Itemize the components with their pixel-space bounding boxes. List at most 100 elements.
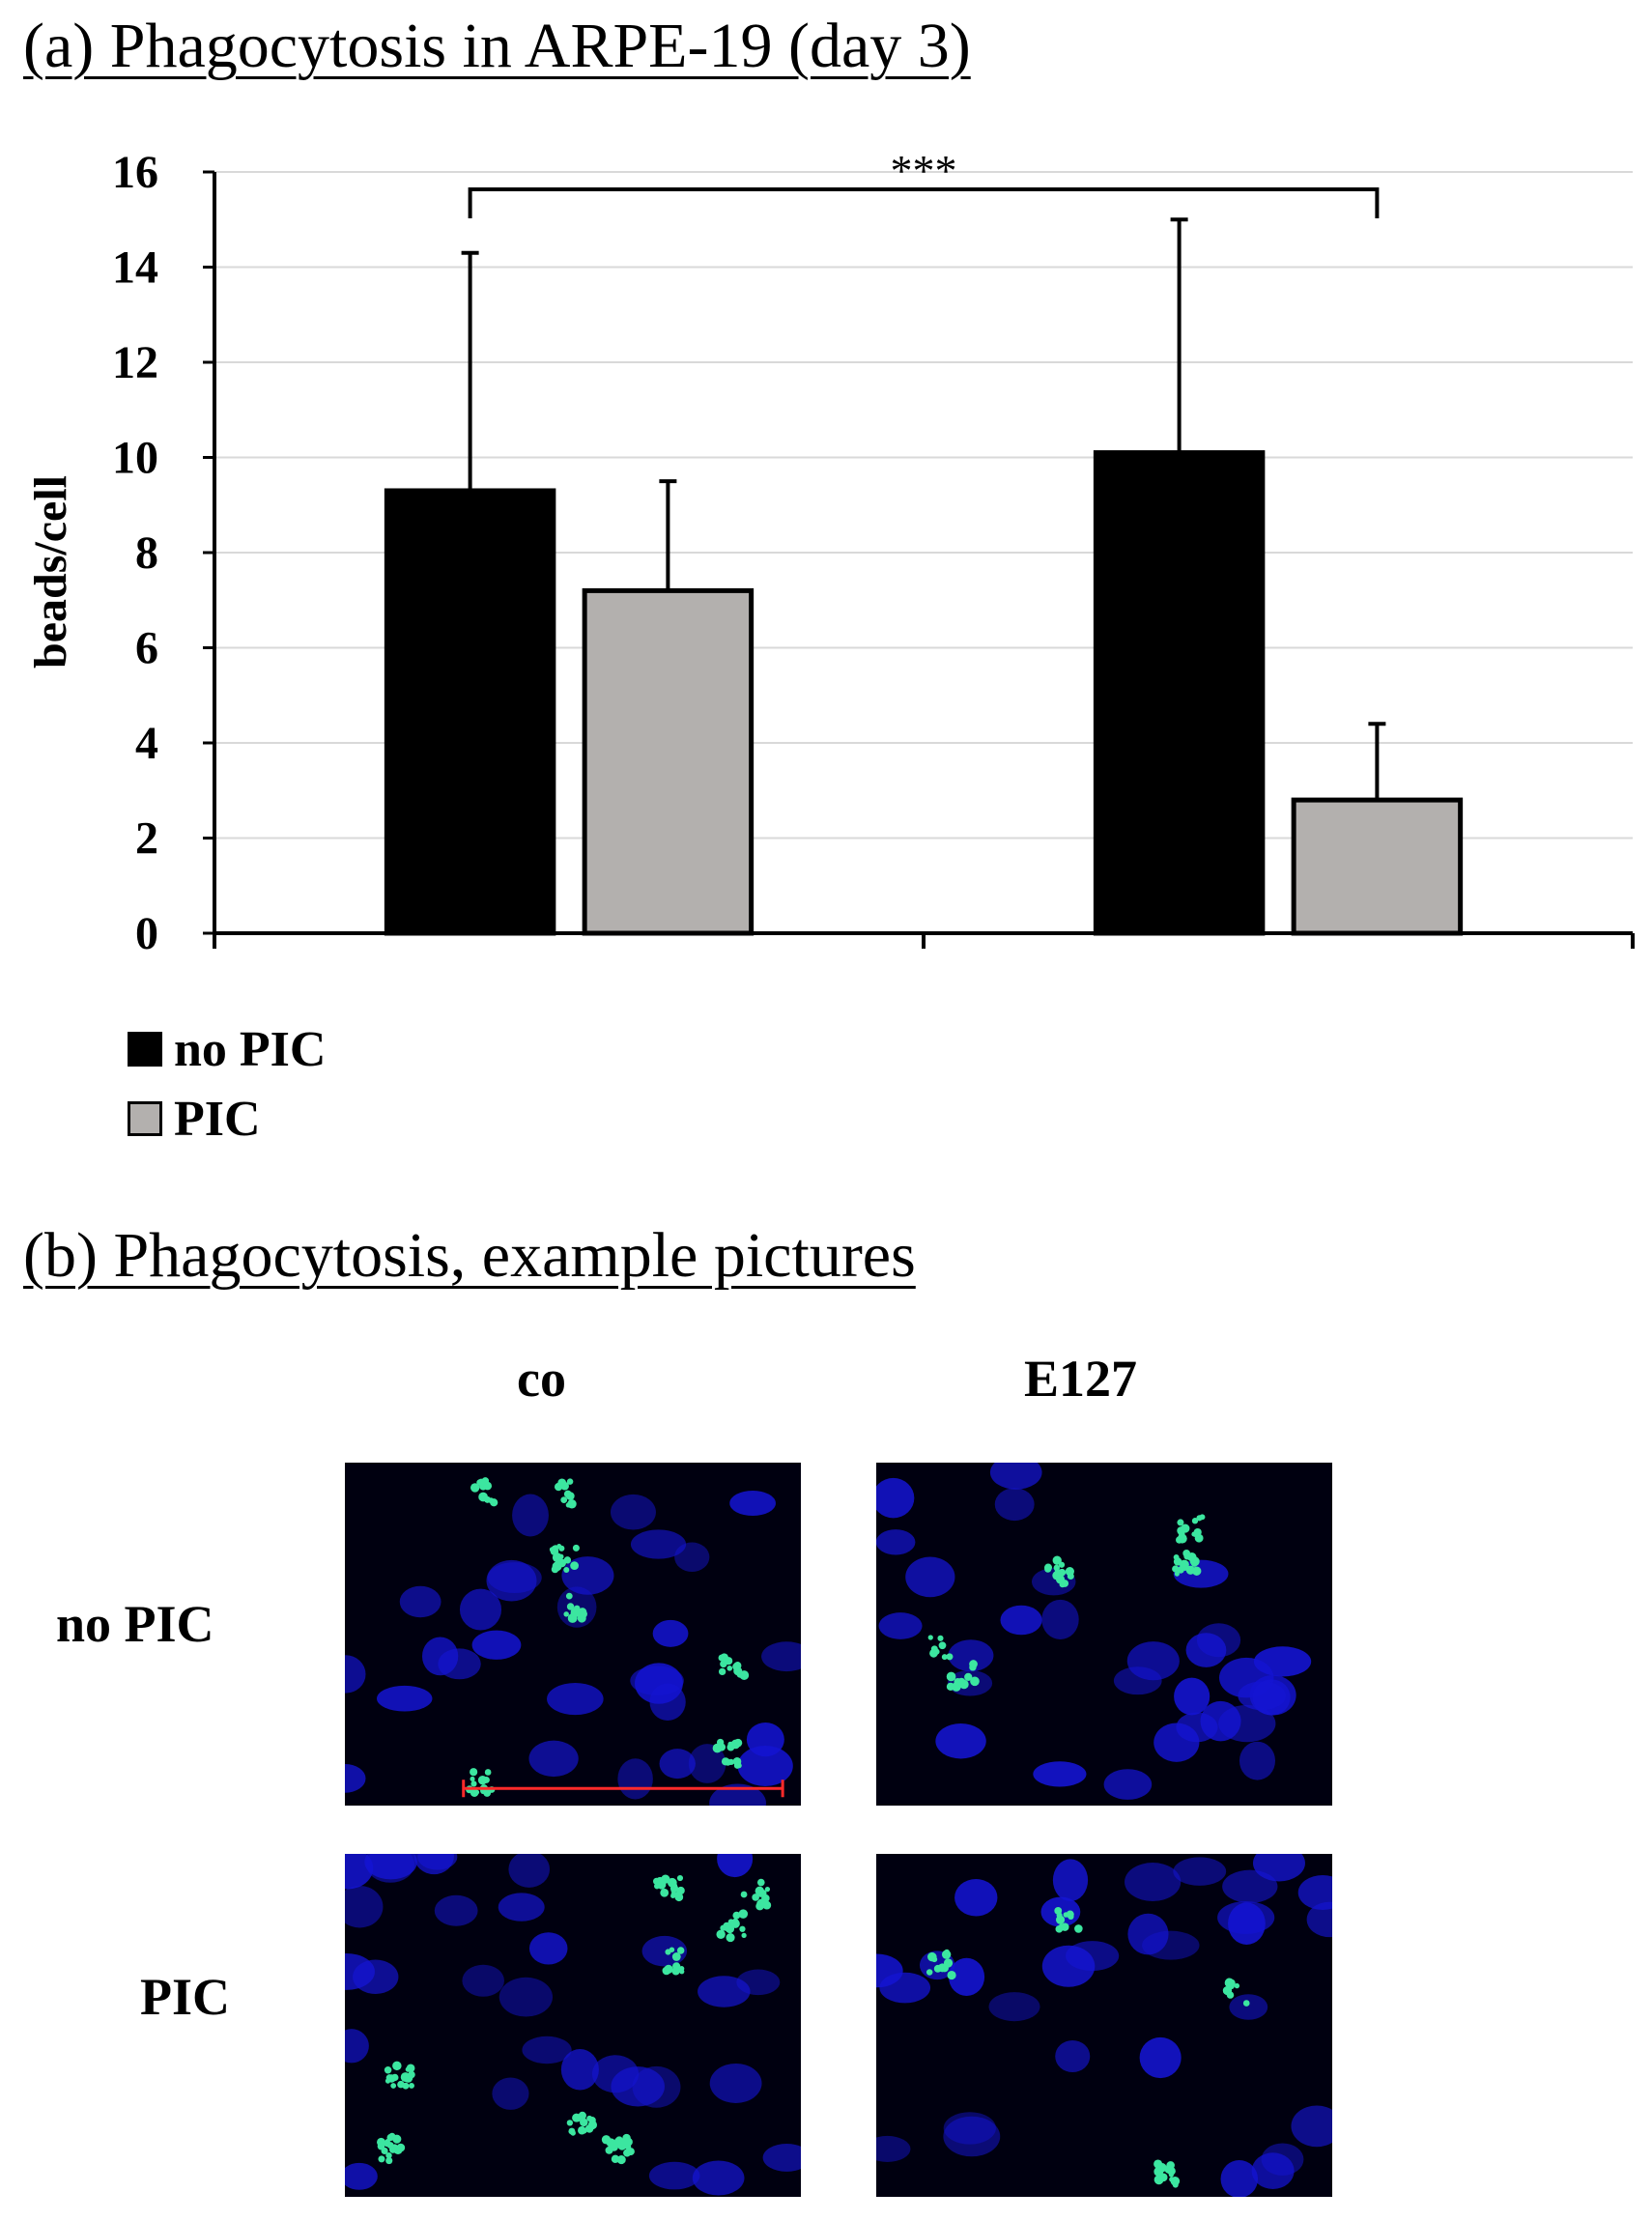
nucleus (462, 1964, 504, 1997)
bead-cluster (1054, 1906, 1083, 1933)
bead-cluster (1043, 1555, 1074, 1588)
nucleus (345, 1763, 366, 1793)
chart-legend: no PIC PIC (128, 1014, 326, 1153)
nucleus (498, 1977, 554, 2017)
nucleus (709, 2063, 762, 2103)
nucleus (377, 1685, 433, 1712)
nucleus (528, 1932, 568, 1965)
bar-FucBB04-no-PIC (1093, 450, 1266, 936)
nucleus (528, 1740, 579, 1778)
legend-swatch-pic (128, 1101, 162, 1136)
nucleus (1041, 1945, 1096, 1987)
bead-cluster (566, 2111, 598, 2136)
nucleus (345, 2029, 369, 2064)
nucleus (345, 1854, 374, 1890)
nucleus (935, 1723, 986, 1759)
legend-swatch-no-pic (128, 1032, 162, 1067)
panel-b-title: (b) Phagocytosis, example pictures (23, 1220, 916, 1291)
nucleus (943, 2112, 996, 2145)
bar-co-PIC (582, 587, 755, 936)
nucleus (353, 1959, 399, 1994)
bead-cluster (946, 1660, 980, 1692)
nucleus (1229, 1994, 1268, 2020)
nucleus (737, 1746, 793, 1786)
nucleus (547, 1683, 604, 1716)
nucleus (989, 1463, 1042, 1490)
nucleus (688, 1744, 726, 1783)
nucleus (345, 1655, 366, 1694)
nucleus (943, 2116, 1001, 2157)
y-tick-label: 10 (112, 433, 158, 484)
nucleus (1174, 1677, 1211, 1716)
nucleus (421, 1637, 459, 1676)
bead-cluster (653, 1874, 685, 1902)
bead-cluster (377, 2132, 406, 2165)
nucleus (1239, 1741, 1276, 1780)
nucleus (905, 1556, 955, 1598)
nucleus (635, 1663, 683, 1704)
bead-cluster (662, 1947, 685, 1976)
bead-cluster (718, 1653, 750, 1680)
nucleus (761, 1641, 801, 1672)
micrograph-co-pic (345, 1854, 801, 2197)
nucleus (698, 1976, 751, 2007)
bead-cluster (926, 1949, 956, 1980)
nucleus (652, 1619, 689, 1647)
micrograph-e127-pic (876, 1854, 1332, 2197)
nucleus (692, 2160, 745, 2196)
nucleus (1220, 2159, 1259, 2197)
y-tick-label: 14 (112, 242, 158, 294)
nucleus (522, 2036, 572, 2064)
bead-cluster (1175, 1514, 1206, 1544)
micrograph-co-no-pic (345, 1463, 801, 1806)
nucleus (1055, 2039, 1091, 2073)
nucleus (399, 1585, 441, 1618)
legend-label-no-pic: no PIC (174, 1021, 327, 1077)
nucleus (1238, 1681, 1286, 1711)
nucleus (994, 1488, 1035, 1522)
bead-cluster (927, 1635, 954, 1661)
nucleus (1142, 1930, 1200, 1960)
nucleus (345, 1885, 384, 1928)
y-tick-label: 8 (135, 527, 158, 579)
nucleus (617, 1758, 653, 1800)
nucleus (1126, 1641, 1180, 1681)
nucleus (948, 1957, 985, 1996)
bead-cluster (384, 2061, 415, 2090)
nucleus (1306, 1901, 1332, 1938)
nucleus (1218, 1704, 1276, 1743)
column-label-e127: E127 (1024, 1350, 1138, 1408)
nucleus (729, 1490, 776, 1517)
nucleus (717, 1854, 754, 1878)
nucleus (762, 2144, 801, 2172)
bar-co-no-PIC (384, 488, 556, 936)
nucleus (498, 1893, 545, 1922)
nucleus (876, 1529, 916, 1555)
y-axis-label: beads/cell (25, 475, 76, 669)
micrograph-drawing (876, 1854, 1332, 2197)
nucleus (492, 2077, 529, 2110)
nucleus (1125, 1863, 1182, 1902)
nucleus (948, 1639, 994, 1672)
nucleus (879, 1972, 931, 2004)
nucleus (736, 1969, 781, 1996)
nucleus (1291, 2105, 1332, 2148)
nucleus (1176, 1712, 1218, 1743)
nucleus (876, 1477, 915, 1519)
nucleus (988, 1992, 1040, 2022)
row-label-no-pic: no PIC (56, 1595, 214, 1653)
legend-label-pic: PIC (174, 1091, 261, 1147)
nucleus (1217, 1900, 1275, 1934)
nucleus (1033, 1761, 1087, 1787)
nucleus (659, 1749, 696, 1780)
nucleus (1222, 1869, 1278, 1903)
micrograph-drawing (345, 1463, 801, 1806)
panel-a-title: (a) Phagocytosis in ARPE-19 (day 3) (23, 11, 971, 81)
nucleus (560, 2049, 599, 2091)
nucleus (1052, 1859, 1089, 1902)
bead-cluster (1222, 1978, 1250, 2007)
nucleus (459, 1588, 502, 1631)
bead-cluster (563, 1592, 587, 1623)
y-tick-label: 12 (112, 337, 158, 388)
